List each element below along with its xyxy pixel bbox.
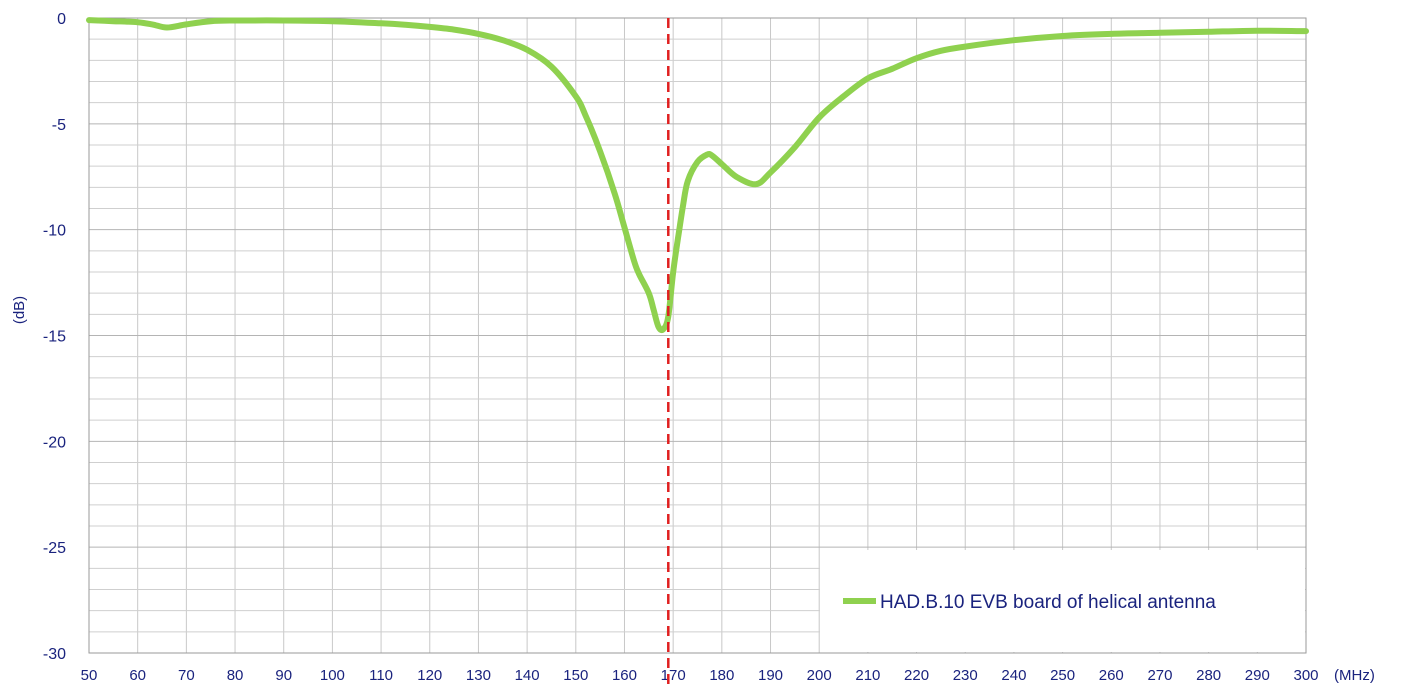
x-tick-label: 210 (855, 667, 880, 684)
x-tick-label: 120 (417, 667, 442, 684)
y-axis-label: (dB) (11, 296, 28, 324)
y-tick-label: 0 (57, 11, 66, 28)
x-tick-label: 190 (758, 667, 783, 684)
legend-box (820, 550, 1305, 652)
y-tick-label: -15 (43, 329, 66, 346)
series-line (86, 17, 1309, 334)
x-tick-label: 140 (515, 667, 540, 684)
x-tick-label: 130 (466, 667, 491, 684)
x-tick-label: 200 (807, 667, 832, 684)
x-tick-label: 240 (1001, 667, 1026, 684)
grid (89, 18, 1306, 653)
x-tick-label: 300 (1293, 667, 1318, 684)
x-tick-label: 250 (1050, 667, 1075, 684)
x-tick-label: 60 (129, 667, 146, 684)
x-tick-label: 280 (1196, 667, 1221, 684)
x-tick-label: 110 (369, 667, 393, 684)
y-tick-label: -5 (52, 117, 66, 134)
y-tick-label: -25 (43, 540, 66, 557)
x-tick-label: 180 (709, 667, 734, 684)
x-tick-label: 220 (904, 667, 929, 684)
x-tick-label: 90 (275, 667, 292, 684)
x-tick-label: 100 (320, 667, 345, 684)
legend-label: HAD.B.10 EVB board of helical antenna (880, 592, 1216, 613)
x-tick-label: 80 (227, 667, 244, 684)
x-tick-label: 230 (953, 667, 978, 684)
x-tick-label: 160 (612, 667, 637, 684)
y-tick-label: -10 (43, 223, 66, 240)
x-axis-label: (MHz) (1334, 667, 1375, 684)
x-tick-label: 170 (661, 667, 686, 684)
plot-area-frame (88, 17, 1307, 654)
x-tick-label: 150 (563, 667, 588, 684)
x-tick-label: 70 (178, 667, 195, 684)
y-tick-label: -30 (43, 646, 66, 663)
x-tick-label: 270 (1147, 667, 1172, 684)
x-tick-label: 290 (1245, 667, 1270, 684)
x-tick-label: 50 (81, 667, 98, 684)
x-axis-tick-labels: 50 60 70 80 90 100 110 120 130 140 150 160 170 180 190… (81, 667, 1319, 684)
y-axis-tick-labels: 0 -5 -10 -15 -20 -25 -30 (43, 11, 66, 663)
x-tick-label: 260 (1099, 667, 1124, 684)
y-tick-label: -20 (43, 434, 66, 451)
